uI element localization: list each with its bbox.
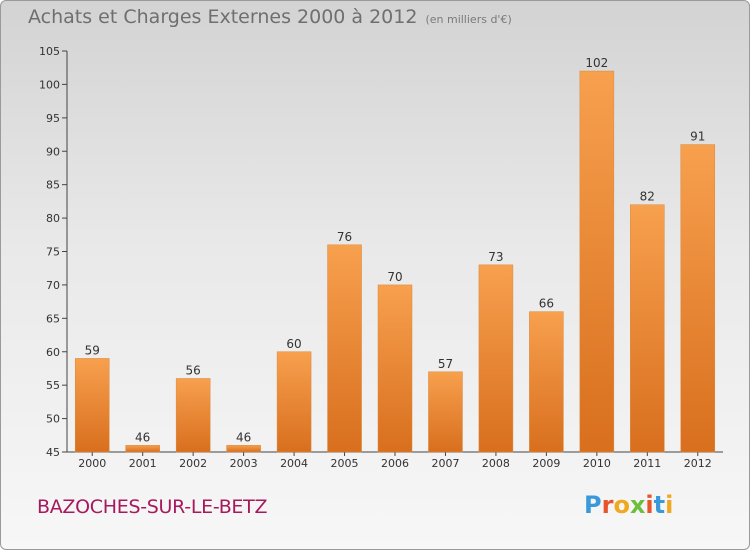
bar-2008: [478, 264, 514, 453]
y-tick-label: 95: [46, 112, 60, 125]
bar-2004: [276, 351, 312, 453]
bar-2001: [125, 445, 160, 453]
data-label: 60: [286, 337, 301, 351]
bar-2003: [226, 445, 261, 453]
bar-2000: [74, 358, 110, 453]
x-tick-label: 2007: [431, 457, 459, 470]
logo-letter: o: [613, 491, 630, 519]
data-label: 46: [135, 430, 150, 444]
x-tick-label: 2003: [230, 457, 258, 470]
y-tick-label: 105: [39, 45, 60, 58]
data-label: 102: [585, 56, 608, 70]
y-tick-label: 70: [46, 279, 60, 292]
x-tick-label: 2010: [583, 457, 611, 470]
y-tick-label: 75: [46, 246, 60, 259]
bar-2009: [529, 311, 564, 453]
chart-unit: (en milliers d'€): [425, 13, 512, 26]
x-tick-label: 2004: [280, 457, 308, 470]
bar-2007: [428, 371, 463, 453]
data-label: 56: [186, 363, 201, 377]
bar-2006: [377, 284, 413, 453]
logo-letter: t: [653, 491, 666, 519]
x-tick-label: 2011: [633, 457, 661, 470]
data-label: 59: [85, 343, 100, 357]
y-tick-label: 65: [46, 312, 60, 325]
bar-2010: [579, 70, 615, 453]
y-tick-label: 45: [46, 446, 60, 459]
y-tick-label: 100: [39, 78, 60, 91]
chart-bars: [74, 70, 716, 453]
y-tick-label: 50: [46, 413, 60, 426]
logo-letter: r: [601, 491, 614, 519]
x-tick-label: 2009: [532, 457, 560, 470]
x-tick-label: 2006: [381, 457, 409, 470]
data-label: 46: [236, 430, 251, 444]
x-tick-label: 2012: [684, 457, 712, 470]
bar-2012: [680, 144, 716, 453]
x-tick-label: 2008: [482, 457, 510, 470]
data-label: 66: [539, 297, 554, 311]
bar-2002: [175, 378, 211, 453]
y-tick-label: 80: [46, 212, 60, 225]
title-row: Achats et Charges Externes 2000 à 2012 (e…: [28, 6, 512, 28]
proxiti-logo: Proxiti: [584, 491, 673, 519]
x-tick-label: 2001: [129, 457, 157, 470]
logo-letter: i: [665, 491, 674, 519]
y-tick-label: 90: [46, 145, 60, 158]
y-tick-label: 85: [46, 179, 60, 192]
chart-data-labels: 59 46 56 46 60 76 70 57 73 66 102 82 91: [85, 56, 706, 444]
logo-letter: P: [584, 491, 602, 519]
logo-letter: i: [645, 491, 654, 519]
data-label: 57: [438, 357, 453, 371]
x-tick-label: 2000: [78, 457, 106, 470]
data-label: 82: [640, 190, 655, 204]
bar-2005: [327, 244, 362, 453]
town-name: BAZOCHES-SUR-LE-BETZ: [37, 496, 268, 518]
y-tick-label: 55: [46, 379, 60, 392]
x-tick-label: 2002: [179, 457, 207, 470]
data-label: 76: [337, 230, 352, 244]
data-label: 70: [387, 270, 402, 284]
logo-letter: x: [629, 491, 646, 519]
y-tick-label: 60: [46, 346, 60, 359]
data-label: 91: [690, 130, 705, 144]
chart-title: Achats et Charges Externes 2000 à 2012: [28, 6, 418, 28]
data-label: 73: [488, 250, 503, 264]
x-tick-label: 2005: [331, 457, 359, 470]
bar-2011: [630, 204, 665, 453]
